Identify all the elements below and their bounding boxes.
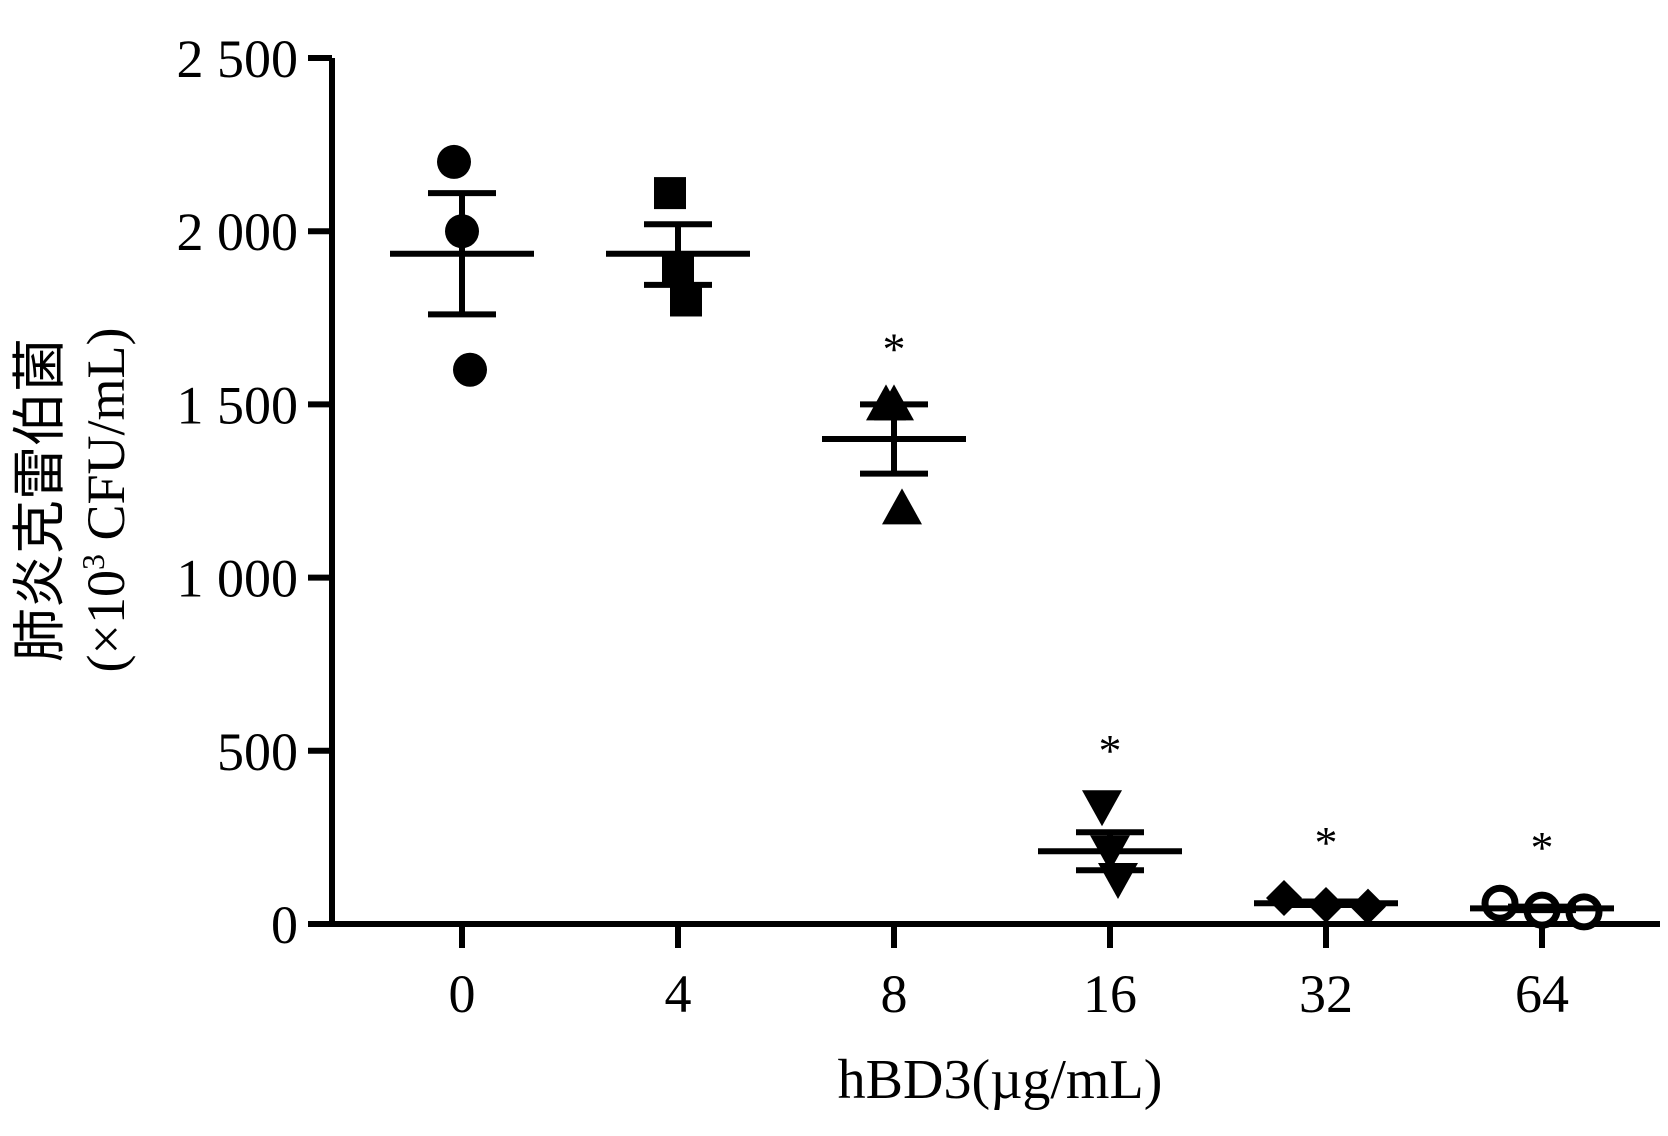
data-point-square xyxy=(654,177,686,210)
y-axis-label-unit-end: CFU/mL) xyxy=(76,328,136,555)
significance-star: * xyxy=(883,323,906,374)
x-tick-label: 16 xyxy=(1083,964,1137,1024)
y-tick-label: 1 000 xyxy=(177,549,299,609)
x-tick-label: 0 xyxy=(449,964,476,1024)
x-axis-label: hBD3(µg/mL) xyxy=(838,1049,1163,1111)
x-tick-label: 32 xyxy=(1299,964,1353,1024)
data-point-triangle-up xyxy=(882,488,922,525)
x-tick-label: 8 xyxy=(881,964,908,1024)
data-point-triangle-down xyxy=(1082,790,1122,827)
data-point-circle xyxy=(437,144,471,179)
data-point-open-circle xyxy=(1481,884,1519,922)
y-axis-title: 肺炎克雷伯菌 (×103 CFU/mL) xyxy=(10,328,136,673)
y-tick-label: 1 500 xyxy=(177,375,299,435)
data-point-diamond xyxy=(1350,888,1386,925)
y-tick-label: 2 000 xyxy=(177,202,299,262)
y-axis-label-unit-start: (×10 xyxy=(76,570,136,672)
y-axis-label-exponent: 3 xyxy=(75,554,111,570)
significance-star: * xyxy=(1315,817,1338,868)
x-tick-label: 4 xyxy=(665,964,692,1024)
data-point-diamond xyxy=(1266,880,1302,917)
significance-star: * xyxy=(1099,725,1122,776)
y-tick-label: 0 xyxy=(271,895,298,955)
data-point-circle xyxy=(453,352,487,387)
x-tick-label: 64 xyxy=(1515,964,1569,1024)
y-tick-label: 500 xyxy=(217,722,298,782)
y-axis-label-line2: (×103 CFU/mL) xyxy=(75,328,136,673)
plot-area: 0 500 1 000 1 500 2 000 2 500 0 4 8 16 32 64 * * * * xyxy=(177,29,1660,1024)
data-point-square xyxy=(670,284,702,317)
significance-star: * xyxy=(1531,822,1554,873)
y-tick-label: 2 500 xyxy=(177,29,299,89)
y-axis-label-line1: 肺炎克雷伯菌 xyxy=(10,338,70,662)
